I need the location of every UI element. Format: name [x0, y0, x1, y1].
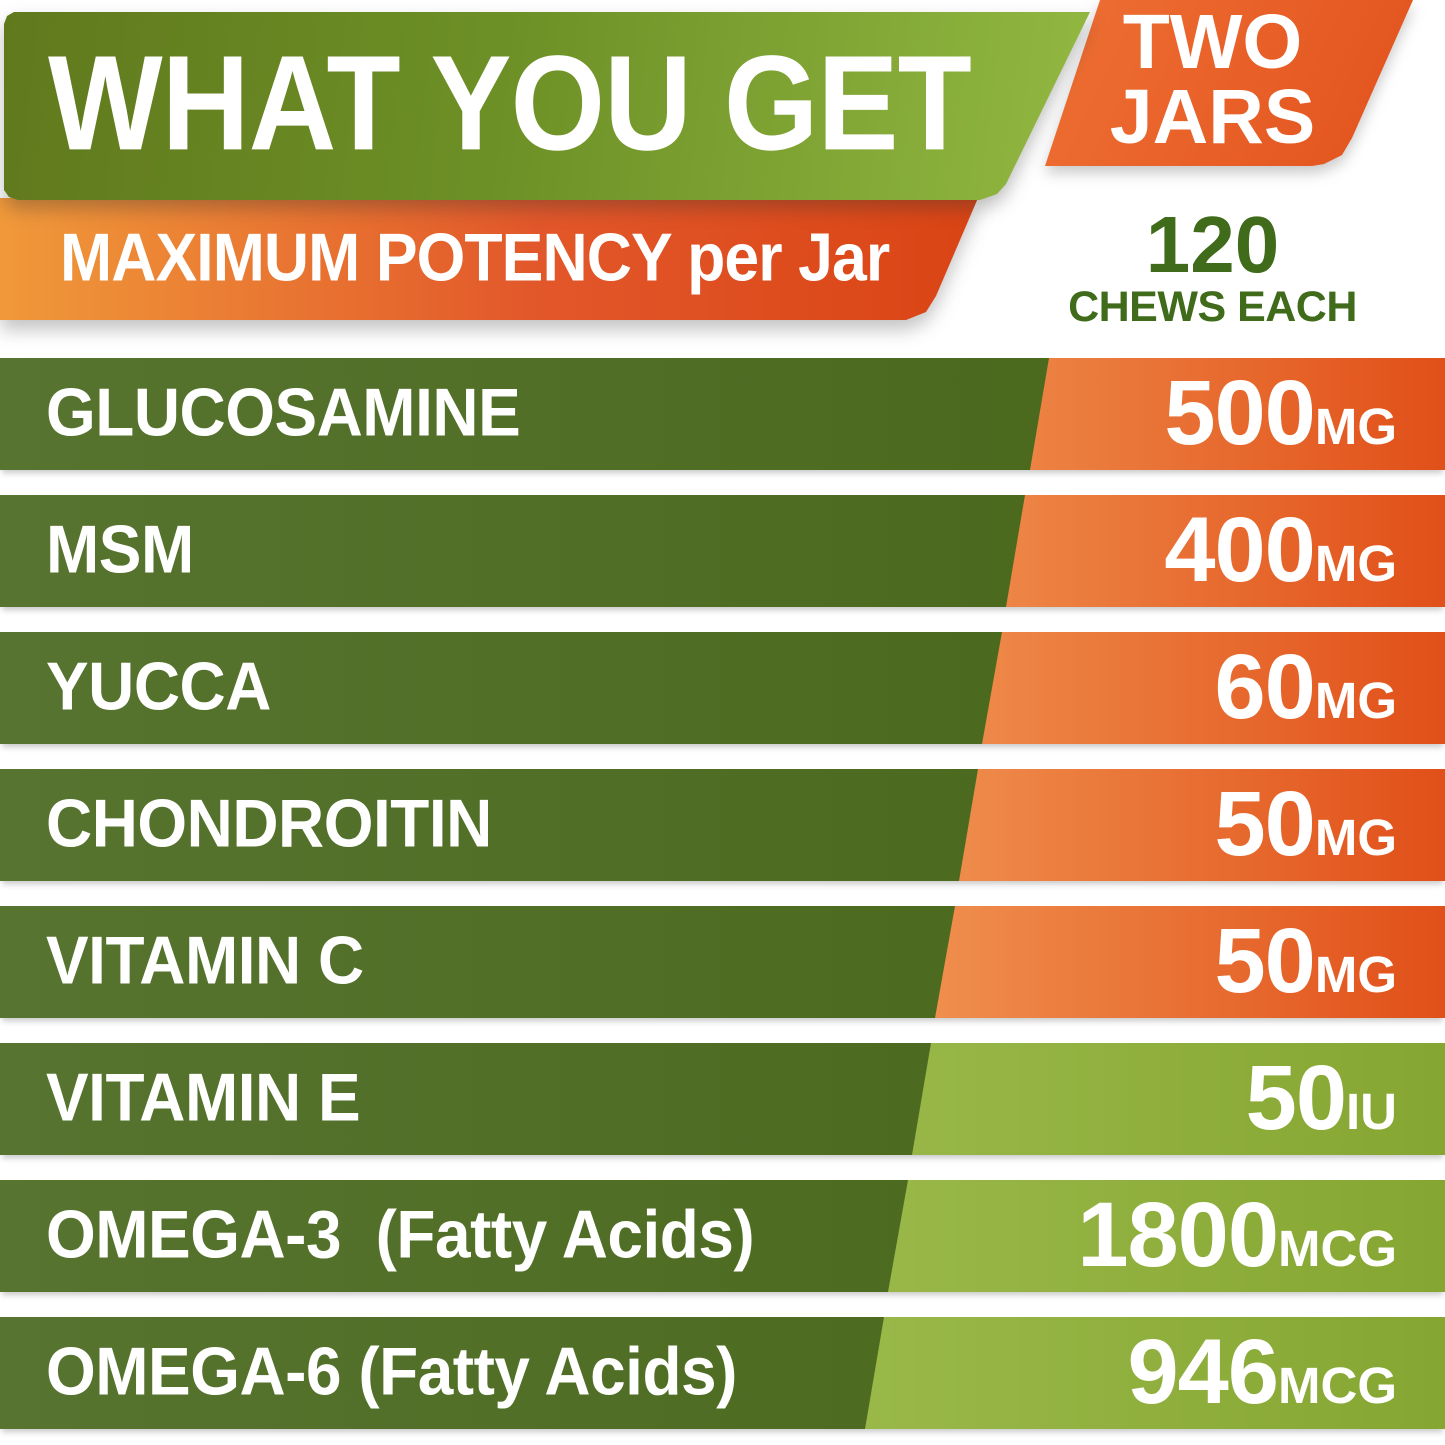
- row-label-band: [0, 1317, 884, 1429]
- row-label-band: [0, 1043, 931, 1155]
- ingredient-row: OMEGA-6 (Fatty Acids) 946MCG: [0, 1317, 1445, 1429]
- ingredient-name: VITAMIN C: [46, 922, 364, 999]
- ingredient-name: GLUCOSAMINE: [46, 374, 521, 451]
- two-jars-line1: TWO: [1122, 0, 1303, 85]
- amount-number: 50: [1245, 1047, 1347, 1150]
- row-label-band: [0, 632, 1002, 744]
- subtitle-banner: MAXIMUM POTENCY per Jar: [0, 198, 978, 320]
- ingredient-amount: 50MG: [1215, 778, 1398, 870]
- amount-number: 50: [1214, 910, 1316, 1013]
- amount-unit: MCG: [1278, 1220, 1397, 1278]
- ingredient-amount: 50MG: [1215, 915, 1398, 1007]
- ingredient-amount: 400MG: [1164, 504, 1397, 596]
- row-label-band: [0, 769, 978, 881]
- ingredient-row: MSM 400MG: [0, 495, 1445, 607]
- amount-number: 946: [1127, 1321, 1279, 1424]
- ingredient-name: MSM: [46, 511, 194, 588]
- ingredient-row: GLUCOSAMINE 500MG: [0, 358, 1445, 470]
- ingredient-name: VITAMIN E: [46, 1059, 361, 1136]
- ingredient-name: CHONDROITIN: [46, 785, 492, 862]
- two-jars-line2: JARS: [1109, 74, 1316, 160]
- ingredient-row: CHONDROITIN 50MG: [0, 769, 1445, 881]
- header-banner-wrap: WHAT YOU GET: [0, 0, 1445, 220]
- ingredient-amount: 946MCG: [1128, 1326, 1397, 1418]
- amount-number: 400: [1164, 499, 1315, 602]
- ingredient-name: YUCCA: [46, 648, 271, 725]
- row-label-band: [0, 358, 1049, 470]
- amount-unit: MG: [1314, 809, 1397, 867]
- ingredient-name: OMEGA-6 (Fatty Acids): [46, 1333, 737, 1410]
- row-label-band: [0, 495, 1025, 607]
- header-banner: WHAT YOU GET: [4, 12, 1090, 200]
- chew-count-block: 120 CHEWS EACH: [1040, 200, 1385, 331]
- ingredient-amount: 500MG: [1164, 367, 1397, 459]
- ingredient-row: OMEGA-3 (Fatty Acids) 1800MCG: [0, 1180, 1445, 1292]
- two-jars-badge-wrap: TWO JARS: [0, 0, 1445, 200]
- amount-number: 1800: [1077, 1184, 1279, 1287]
- amount-number: 60: [1214, 636, 1316, 739]
- amount-unit: MG: [1314, 398, 1397, 456]
- row-label-band: [0, 906, 955, 1018]
- amount-number: 50: [1214, 773, 1316, 876]
- ingredient-row: YUCCA 60MG: [0, 632, 1445, 744]
- amount-unit: IU: [1346, 1083, 1397, 1141]
- amount-unit: MG: [1314, 535, 1397, 593]
- row-label-band: [0, 1180, 908, 1292]
- chew-count-label: CHEWS EACH: [1068, 283, 1357, 331]
- ingredient-row: VITAMIN E 50IU: [0, 1043, 1445, 1155]
- amount-unit: MCG: [1278, 1357, 1397, 1415]
- page-title: WHAT YOU GET: [48, 27, 972, 179]
- subtitle-banner-wrap: MAXIMUM POTENCY per Jar: [0, 0, 1100, 360]
- ingredient-amount: 50IU: [1246, 1052, 1397, 1144]
- ingredient-amount: 60MG: [1215, 641, 1398, 733]
- chew-count-number: 120: [1145, 200, 1280, 289]
- subtitle-text: MAXIMUM POTENCY per Jar: [60, 219, 890, 296]
- two-jars-text: TWO JARS: [1045, 0, 1385, 160]
- amount-number: 500: [1164, 362, 1315, 465]
- ingredient-amount: 1800MCG: [1077, 1189, 1397, 1281]
- amount-unit: MG: [1314, 672, 1397, 730]
- ingredient-row: VITAMIN C 50MG: [0, 906, 1445, 1018]
- two-jars-badge: TWO JARS: [1045, 0, 1413, 166]
- ingredient-name: OMEGA-3 (Fatty Acids): [46, 1196, 755, 1273]
- amount-unit: MG: [1314, 946, 1397, 1004]
